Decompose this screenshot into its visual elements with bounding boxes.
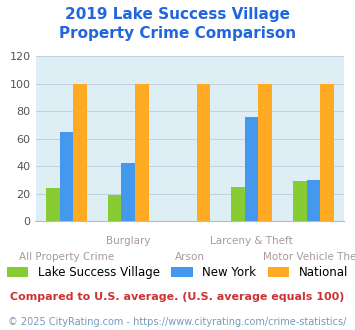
Text: © 2025 CityRating.com - https://www.cityrating.com/crime-statistics/: © 2025 CityRating.com - https://www.city…: [8, 317, 347, 327]
Bar: [258, 83, 272, 221]
Text: Arson: Arson: [175, 252, 205, 262]
Bar: [293, 181, 307, 221]
Bar: [320, 83, 334, 221]
Text: 2019 Lake Success Village
Property Crime Comparison: 2019 Lake Success Village Property Crime…: [59, 7, 296, 41]
Text: Larceny & Theft: Larceny & Theft: [210, 236, 293, 246]
Bar: [121, 163, 135, 221]
Text: Motor Vehicle Theft: Motor Vehicle Theft: [263, 252, 355, 262]
Bar: [197, 83, 210, 221]
Text: All Property Crime: All Property Crime: [19, 252, 114, 262]
Legend: Lake Success Village, New York, National: Lake Success Village, New York, National: [2, 262, 353, 284]
Bar: [108, 195, 121, 221]
Bar: [245, 116, 258, 221]
Bar: [307, 180, 320, 221]
Bar: [60, 132, 73, 221]
Bar: [135, 83, 148, 221]
Bar: [46, 188, 60, 221]
Bar: [231, 187, 245, 221]
Text: Compared to U.S. average. (U.S. average equals 100): Compared to U.S. average. (U.S. average …: [10, 292, 345, 302]
Bar: [73, 83, 87, 221]
Text: Burglary: Burglary: [106, 236, 151, 246]
